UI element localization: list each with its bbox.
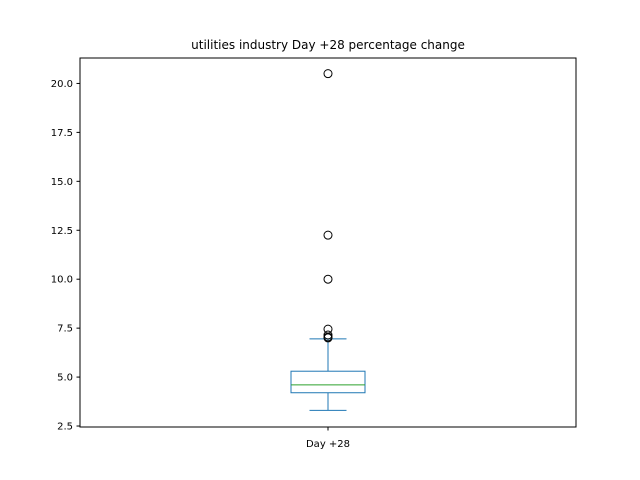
y-tick-label: 7.5 [57, 324, 73, 335]
y-tick-label: 15.0 [51, 177, 73, 188]
outlier-point [323, 330, 333, 340]
y-tick-label: 10.0 [51, 275, 73, 286]
x-tick-label: Day +28 [306, 439, 350, 450]
chart-title: utilities industry Day +28 percentage ch… [191, 38, 465, 52]
y-tick-label: 12.5 [51, 226, 73, 237]
outlier-point [323, 324, 333, 334]
outlier-point [323, 69, 333, 79]
outlier-point [323, 274, 333, 284]
box-series [290, 69, 366, 411]
y-tick-label: 2.5 [57, 422, 73, 433]
x-axis: Day +28 [306, 427, 350, 450]
iqr-box [290, 370, 366, 394]
y-tick-label: 20.0 [51, 79, 73, 90]
y-tick-label: 5.0 [57, 373, 73, 384]
y-axis: 2.5 5.0 7.5 10.0 12.5 15.0 17.5 20.0 [51, 79, 80, 433]
y-tick-label: 17.5 [51, 128, 73, 139]
outlier-point [323, 230, 333, 240]
